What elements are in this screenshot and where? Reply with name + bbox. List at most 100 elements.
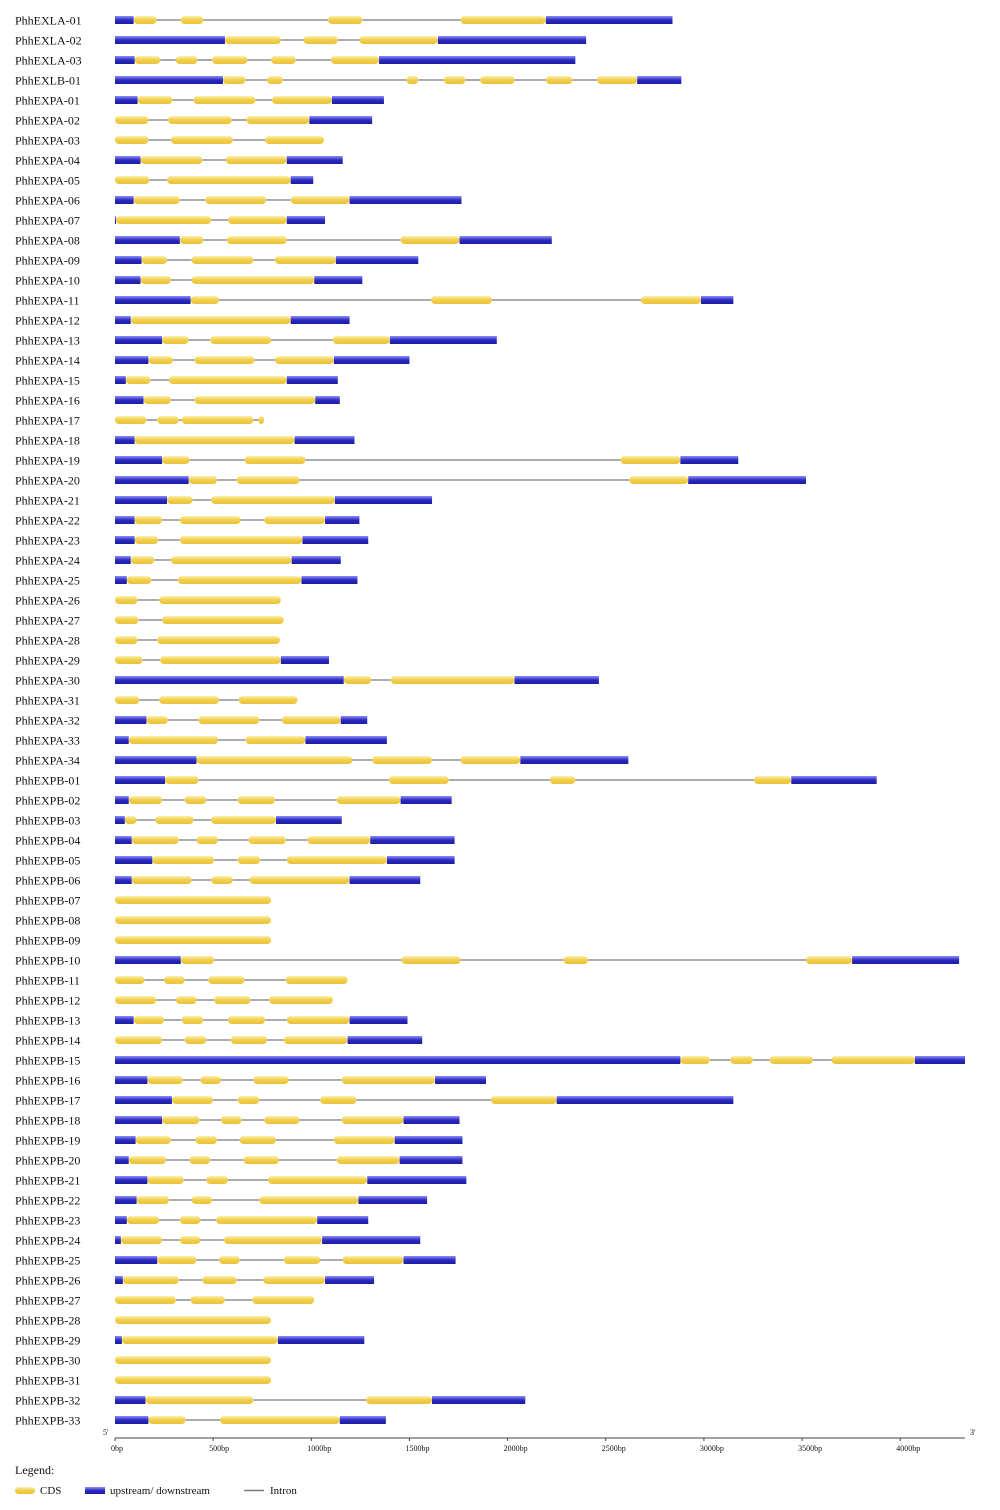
cds-exon [134, 536, 159, 544]
utr-segment [115, 1056, 681, 1064]
cds-exon [162, 1116, 200, 1124]
gene-name: PhhEXPA-26 [15, 594, 80, 608]
cds-exon [135, 1136, 171, 1144]
utr-segment [432, 1396, 526, 1404]
utr-segment [115, 736, 129, 744]
gene-name: PhhEXPA-14 [15, 354, 80, 368]
cds-exon [269, 996, 333, 1004]
utr-segment [115, 1256, 158, 1264]
cds-exon [164, 976, 185, 984]
cds-exon [490, 1096, 557, 1104]
cds-exon [115, 416, 147, 424]
cds-exon [245, 736, 306, 744]
cds-exon [372, 756, 433, 764]
cds-exon [629, 476, 689, 484]
gene-row: PhhEXPB-19 [15, 1134, 463, 1148]
cds-exon [115, 216, 212, 224]
utr-segment [115, 16, 134, 24]
cds-exon [327, 16, 363, 24]
cds-exon [549, 776, 576, 784]
axis-tick-label: 3500bp [798, 1444, 822, 1453]
cds-exon [181, 416, 254, 424]
gene-row: PhhEXPB-31 [15, 1374, 272, 1388]
cds-exon [243, 1156, 279, 1164]
utr-segment [637, 76, 682, 84]
gene-row: PhhEXPA-11 [15, 294, 734, 308]
cds-exon [237, 856, 261, 864]
gene-name: PhhEXLA-03 [15, 54, 82, 68]
utr-segment [403, 1256, 456, 1264]
legend-title: Legend: [15, 1463, 54, 1477]
gene-name: PhhEXPA-07 [15, 214, 80, 228]
cds-exon [140, 156, 203, 164]
cds-exon [162, 616, 284, 624]
three-prime-label: 3' [970, 1428, 976, 1437]
gene-row: PhhEXPB-11 [15, 974, 348, 988]
utr-segment [914, 1056, 965, 1064]
utr-segment [115, 1196, 137, 1204]
gene-row: PhhEXPB-10 [15, 954, 960, 968]
cds-exon [237, 796, 275, 804]
cds-exon [115, 976, 145, 984]
cds-exon [248, 836, 286, 844]
gene-name: PhhEXPB-10 [15, 954, 80, 968]
cds-exon [272, 96, 332, 104]
utr-segment [358, 1196, 428, 1204]
gene-name: PhhEXPB-07 [15, 894, 80, 908]
cds-exon [115, 936, 272, 944]
gene-name: PhhEXPA-12 [15, 314, 80, 328]
gene-row: PhhEXPA-04 [15, 154, 343, 168]
cds-exon [246, 116, 310, 124]
cds-exon [443, 76, 466, 84]
gene-name: PhhEXPB-19 [15, 1134, 80, 1148]
cds-exon [220, 1416, 340, 1424]
gene-name: PhhEXPB-22 [15, 1194, 80, 1208]
utr-segment [115, 836, 132, 844]
utr-segment [386, 856, 455, 864]
legend-cds-label: CDS [40, 1485, 61, 1497]
gene-name: PhhEXPB-30 [15, 1354, 80, 1368]
cds-exon [212, 56, 248, 64]
cds-exon [180, 956, 215, 964]
gene-name: PhhEXPA-32 [15, 714, 80, 728]
utr-segment [286, 156, 343, 164]
cds-exon [225, 156, 287, 164]
cds-exon [188, 476, 218, 484]
utr-segment [286, 216, 326, 224]
gene-row: PhhEXPA-17 [15, 414, 265, 428]
cds-exon [148, 356, 173, 364]
utr-segment [115, 676, 344, 684]
cds-exon [268, 1176, 368, 1184]
cds-exon [227, 1016, 266, 1024]
legend-utr-swatch [85, 1487, 105, 1494]
gene-row: PhhEXLA-02 [15, 34, 587, 48]
cds-exon [122, 1276, 179, 1284]
gene-name: PhhEXPA-01 [15, 94, 80, 108]
gene-row: PhhEXPA-18 [15, 434, 355, 448]
gene-name: PhhEXPB-24 [15, 1234, 80, 1248]
gene-row: PhhEXPB-03 [15, 814, 342, 828]
cds-exon [222, 76, 246, 84]
cds-exon [136, 1196, 169, 1204]
utr-segment [315, 396, 340, 404]
axis-tick-label: 2500bp [602, 1444, 626, 1453]
cds-exon [141, 256, 168, 264]
gene-name: PhhEXLA-02 [15, 34, 82, 48]
gene-row: PhhEXPA-27 [15, 614, 284, 628]
utr-segment [309, 116, 373, 124]
cds-exon [283, 1036, 348, 1044]
utr-segment [331, 96, 384, 104]
gene-row: PhhEXPA-21 [15, 494, 433, 508]
utr-segment [115, 1116, 163, 1124]
gene-row: PhhEXPB-08 [15, 914, 272, 928]
cds-exon [237, 1096, 260, 1104]
gene-row: PhhEXPA-06 [15, 194, 462, 208]
cds-exon [366, 1396, 433, 1404]
cds-exon [211, 496, 335, 504]
utr-segment [286, 376, 338, 384]
cds-exon [214, 996, 251, 1004]
cds-exon [223, 1236, 323, 1244]
gene-row: PhhEXPA-23 [15, 534, 369, 548]
cds-exon [460, 16, 546, 24]
cds-exon [180, 16, 204, 24]
